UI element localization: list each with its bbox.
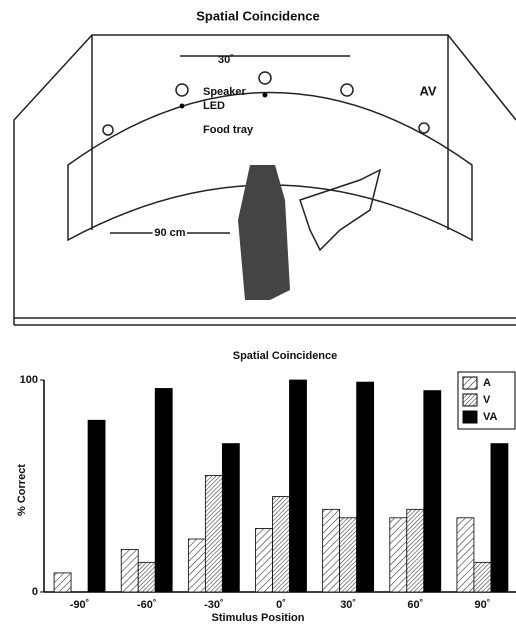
bar — [255, 528, 273, 593]
speaker — [340, 83, 354, 97]
x-tick-label: 0˚ — [276, 599, 286, 611]
bar — [137, 561, 156, 593]
av-label: AV — [419, 83, 436, 98]
speaker — [418, 122, 430, 134]
x-tick-label: 60˚ — [407, 599, 423, 611]
food-tray-label: Food tray — [203, 124, 254, 136]
bar — [322, 508, 341, 593]
legend-swatch — [462, 376, 478, 390]
bar — [187, 538, 206, 593]
x-tick-label: -30˚ — [204, 599, 224, 611]
x-axis-label: Stimulus Position — [212, 612, 305, 624]
diagram-title: Spatial Coincidence — [196, 8, 320, 23]
angle-label: 30˚ — [218, 54, 234, 66]
led — [262, 92, 268, 98]
room — [13, 34, 516, 326]
y-axis-label: % Correct — [16, 464, 28, 516]
x-tick-label: -60˚ — [137, 599, 157, 611]
bar — [221, 443, 240, 593]
speaker — [102, 124, 114, 136]
speaker-label: Speaker — [203, 86, 247, 98]
y-tick-label: 100 — [20, 374, 38, 386]
cat-outline — [299, 168, 382, 252]
bar — [389, 517, 408, 593]
bar — [120, 549, 139, 593]
y-tick-label: 0 — [32, 586, 38, 598]
bar — [154, 388, 173, 593]
legend-label: V — [483, 394, 491, 406]
bar — [423, 390, 442, 593]
led-label: LED — [203, 100, 225, 112]
cat — [238, 165, 290, 300]
x-tick-label: 30˚ — [340, 599, 356, 611]
bar — [53, 572, 72, 593]
legend-label: VA — [483, 411, 498, 423]
bar — [490, 443, 509, 593]
chart-title: Spatial Coincidence — [233, 350, 338, 362]
x-tick-label: -90˚ — [70, 599, 90, 611]
speaker — [258, 71, 272, 85]
bar — [456, 517, 475, 593]
bar — [272, 496, 290, 593]
bar — [356, 381, 375, 593]
bar — [289, 379, 307, 593]
bar — [204, 474, 223, 593]
bar — [87, 419, 106, 593]
bar — [473, 561, 492, 593]
led — [179, 103, 185, 109]
distance-label: 90 cm — [154, 227, 185, 239]
bar — [339, 517, 358, 593]
x-tick-label: 90˚ — [474, 599, 490, 611]
bar — [406, 508, 425, 593]
legend-swatch — [462, 410, 478, 424]
diagram: Spatial Coincidence 30˚ Speaker LED Food… — [13, 8, 516, 326]
legend-label: A — [483, 377, 491, 389]
legend-swatch — [462, 393, 478, 407]
speaker — [175, 83, 189, 97]
